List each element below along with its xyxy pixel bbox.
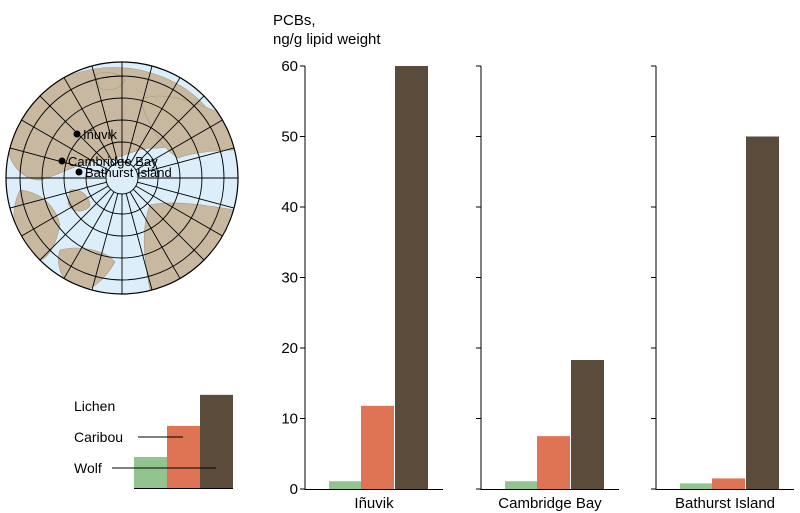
map-meridian-line <box>21 185 109 237</box>
map-meridian-line <box>132 188 205 261</box>
map-meridian-line <box>137 181 235 209</box>
map-meridian-line <box>21 119 109 171</box>
bar-wolf <box>571 359 604 489</box>
legend-label-caribou: Caribou <box>74 429 123 445</box>
bar-caribou <box>537 436 570 489</box>
legend-swatch-lichen <box>134 456 167 488</box>
bar-lichen <box>680 483 713 489</box>
legend-swatch-caribou <box>167 425 200 488</box>
x-category-label: Bathurst Island <box>675 495 775 512</box>
y-tick-label: 10 <box>281 411 298 428</box>
y-axis-label-line: PCBs, <box>273 12 316 29</box>
chart-legend: Wolf Caribou Lichen <box>74 394 233 489</box>
map-meridian-line <box>135 185 223 237</box>
legend-swatch-wolf <box>200 394 233 488</box>
map-meridian-line <box>63 77 115 165</box>
map-outline <box>5 61 239 295</box>
map-land-shape <box>94 71 126 91</box>
legend-label-wolf: Wolf <box>74 460 102 476</box>
map-land-shape <box>7 67 216 181</box>
map-meridian-line <box>132 95 205 168</box>
map-land-shape <box>58 247 116 293</box>
y-tick-label: 50 <box>281 129 298 146</box>
y-tick-label: 30 <box>281 270 298 287</box>
bar-caribou <box>361 405 394 489</box>
map-meridian-line <box>125 193 153 291</box>
chart-panels: Iñuvik Cambridge Bay Bathurst Island <box>300 65 794 512</box>
map-meridian-line <box>9 181 107 209</box>
map-location-label: Bathurst Island <box>85 165 172 180</box>
map-graticule <box>6 62 238 294</box>
map-meridian-line <box>91 65 119 163</box>
y-tick-label: 0 <box>290 481 298 498</box>
chart-panel: Cambridge Bay <box>476 65 619 512</box>
bar-wolf <box>746 136 779 489</box>
map-meridian-line <box>137 147 235 175</box>
y-axis: 0 10 20 30 40 50 60 <box>281 58 298 498</box>
legend-label-lichen: Lichen <box>74 398 115 414</box>
chart-panel: Iñuvik <box>300 65 443 512</box>
map-location-marker <box>73 130 81 138</box>
y-tick-label: 60 <box>281 58 298 75</box>
map-location-marker <box>58 157 66 165</box>
x-category-label: Cambridge Bay <box>498 495 602 512</box>
map-meridian-line <box>135 119 223 171</box>
map-land-shape <box>139 95 238 159</box>
map-location-marker <box>75 168 83 176</box>
map-pole-circle <box>105 161 139 195</box>
x-category-label: Iñuvik <box>354 495 394 512</box>
bar-wolf <box>395 66 428 489</box>
bar-lichen <box>505 481 538 489</box>
y-axis-label-line: ng/g lipid weight <box>273 31 381 48</box>
map-meridian-line <box>39 188 112 261</box>
map-meridian-line <box>63 191 115 279</box>
bar-caribou <box>712 478 745 489</box>
map-meridian-line <box>91 193 119 291</box>
map-meridian-line <box>9 147 107 175</box>
map-meridian-line <box>129 191 181 279</box>
chart-panel: Bathurst Island <box>651 65 794 512</box>
bar-lichen <box>329 481 362 489</box>
map-meridian-line <box>129 77 181 165</box>
map-location-label: Cambridge Bay <box>68 154 158 169</box>
y-tick-label: 40 <box>281 199 298 216</box>
y-tick-label: 20 <box>281 340 298 357</box>
y-axis-label: PCBs, ng/g lipid weight <box>273 12 381 48</box>
map-location-label: Iñuvik <box>83 127 117 142</box>
map-meridian-line <box>125 65 153 163</box>
